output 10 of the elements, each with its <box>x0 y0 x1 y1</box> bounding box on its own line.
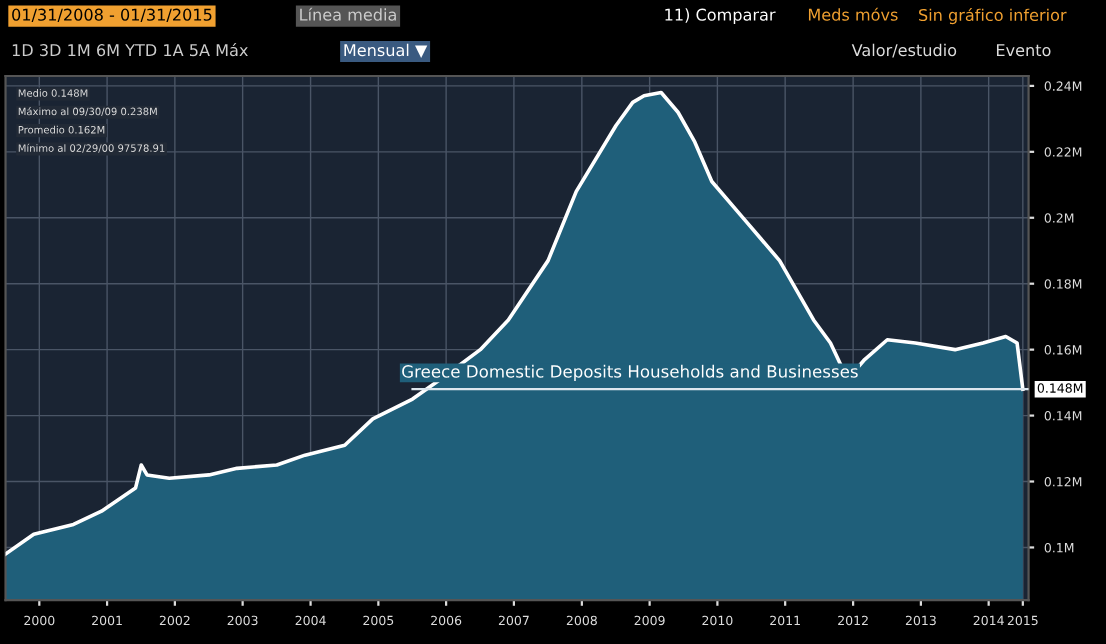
text: 01/31/2008 - 01/31/2015 <box>12 8 212 23</box>
series-label: Greece Domestic Deposits Households and Businesses <box>402 364 858 381</box>
text: Sin gráfico inferior <box>919 7 1067 25</box>
text: 1D 3D 1M 6M YTD 1A 5A Máx <box>12 43 248 57</box>
text: Mensual ▼ <box>344 43 428 58</box>
text: Línea media <box>300 7 396 21</box>
text: Valor/estudio <box>851 43 957 58</box>
text: Evento <box>996 44 1051 57</box>
text: 11) Comparar <box>665 8 776 24</box>
text: Meds móvs <box>808 7 898 21</box>
